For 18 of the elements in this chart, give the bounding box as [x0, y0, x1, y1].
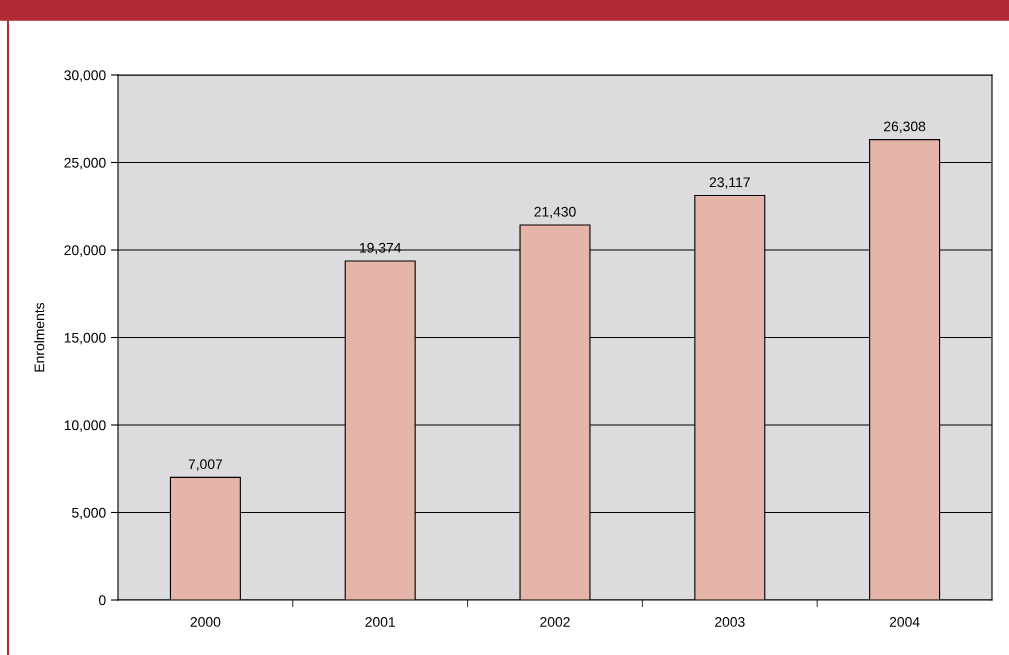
y-tick-label: 0 [99, 595, 106, 606]
y-tick-label: 10,000 [64, 420, 106, 432]
y-axis-title: Enrolments [34, 302, 45, 372]
data-label: 23,117 [709, 177, 750, 189]
data-label: 21,430 [534, 206, 576, 219]
y-tick-label: 25,000 [64, 157, 106, 170]
y-tick-label: 15,000 [64, 332, 106, 345]
x-tick-label: 2003 [715, 617, 745, 627]
x-tick-label: 2002 [540, 617, 570, 627]
data-label: 19,374 [360, 242, 402, 255]
x-tick-label: 2004 [889, 617, 920, 627]
y-tick-label: 20,000 [64, 245, 106, 257]
data-label: 7,007 [188, 459, 223, 471]
x-tick-label: 2000 [190, 617, 221, 627]
y-tick-label: 30,000 [64, 70, 106, 82]
data-label: 26,308 [884, 121, 926, 133]
y-tick-label: 5,000 [72, 507, 106, 520]
x-tick-label: 2001 [365, 617, 395, 627]
